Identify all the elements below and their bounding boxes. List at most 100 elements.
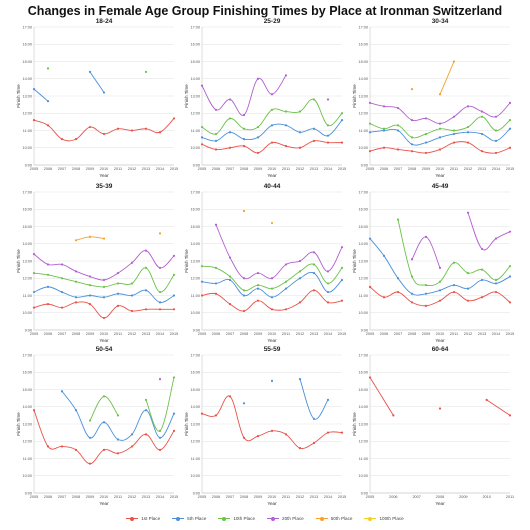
- data-point: [312, 417, 316, 420]
- y-tick-label: 12:00: [190, 112, 200, 116]
- x-tick-label: 2006: [380, 332, 388, 336]
- data-point: [480, 296, 484, 299]
- x-axis-label: Year: [99, 338, 109, 343]
- data-point: [494, 237, 498, 240]
- series-line: [411, 236, 441, 269]
- data-point: [46, 67, 50, 70]
- data-point: [424, 292, 428, 295]
- x-tick-label: 2011: [114, 495, 122, 499]
- data-point: [382, 146, 386, 149]
- legend-dot: [130, 516, 135, 521]
- x-tick-label: 2012: [296, 332, 304, 336]
- y-tick-label: 9:00: [25, 491, 32, 495]
- series-50th-place: [242, 209, 274, 225]
- series-1st-place: [368, 285, 512, 307]
- x-tick-label: 2009: [254, 332, 262, 336]
- x-tick-label: 2012: [128, 332, 136, 336]
- x-tick-label: 2006: [44, 332, 52, 336]
- x-tick-label: 2009: [86, 495, 94, 499]
- data-point: [158, 378, 162, 381]
- y-tick-label: 16:00: [358, 43, 368, 47]
- x-axis-label: Year: [267, 338, 277, 343]
- legend-swatch: [126, 516, 139, 521]
- y-tick-label: 15:00: [22, 225, 32, 229]
- legend-item: 50th Place: [315, 516, 352, 521]
- x-tick-label: 2012: [296, 495, 304, 499]
- y-tick-label: 16:00: [22, 208, 32, 212]
- data-point: [158, 301, 162, 304]
- legend-label: 1st Place: [141, 516, 161, 521]
- data-point: [326, 98, 330, 101]
- x-tick-label: 2011: [450, 332, 458, 336]
- data-point: [326, 282, 330, 285]
- x-tick-label: 2011: [450, 167, 458, 171]
- series-20th-place: [32, 249, 176, 282]
- y-tick-label: 14:00: [22, 405, 32, 409]
- y-tick-label: 14:00: [358, 405, 368, 409]
- data-point: [172, 117, 176, 120]
- panel-55-59: 55-59 9:00 10:00 11:00 12:00 13:00 14:00 15:00 1…: [184, 346, 346, 506]
- data-point: [298, 277, 302, 280]
- series-line: [467, 212, 511, 251]
- x-axis-label: Year: [435, 501, 445, 506]
- data-point: [116, 414, 120, 417]
- y-tick-label: 17:00: [22, 25, 32, 29]
- y-tick-label: 10:00: [358, 311, 368, 315]
- series-line: [201, 395, 343, 449]
- data-point: [60, 290, 64, 294]
- y-tick-label: 14:00: [22, 77, 32, 81]
- data-point: [214, 414, 218, 417]
- data-point: [88, 303, 92, 306]
- y-tick-label: 13:00: [190, 94, 200, 98]
- legend-swatch: [315, 516, 328, 521]
- panel-18-24: 18-24 9:00 10:00 11:00 12:00 13:00 14:00 15:00 1…: [16, 18, 178, 178]
- data-point: [452, 115, 456, 118]
- y-tick-label: 9:00: [361, 491, 368, 495]
- data-point: [242, 209, 246, 213]
- series-line: [33, 250, 175, 281]
- series-10th-place: [88, 376, 176, 432]
- x-tick-label: 2014: [324, 167, 332, 171]
- data-point: [102, 285, 106, 288]
- data-point: [242, 309, 246, 313]
- legend-dot: [319, 516, 324, 521]
- data-point: [242, 127, 246, 130]
- data-point: [284, 124, 288, 127]
- data-point: [102, 237, 106, 240]
- data-point: [242, 289, 246, 292]
- legend-item: 20th Place: [267, 516, 304, 521]
- y-tick-label: 15:00: [22, 60, 32, 64]
- x-tick-label: 2006: [389, 495, 397, 499]
- data-point: [102, 421, 106, 424]
- data-point: [382, 127, 386, 130]
- data-point: [298, 146, 302, 149]
- series-line: [299, 379, 329, 420]
- x-tick-label: 2009: [254, 495, 262, 499]
- data-point: [368, 101, 372, 104]
- series-line: [215, 224, 343, 280]
- y-tick-label: 15:00: [190, 225, 200, 229]
- data-point: [88, 125, 92, 129]
- data-point: [298, 447, 302, 450]
- data-point: [326, 431, 330, 434]
- y-tick-label: 13:00: [358, 94, 368, 98]
- data-point: [46, 100, 50, 103]
- data-point: [172, 308, 176, 311]
- data-point: [256, 271, 260, 275]
- x-tick-label: 2011: [114, 167, 122, 171]
- data-point: [46, 273, 50, 276]
- x-tick-label: 2008: [72, 495, 80, 499]
- legend-label: 10th Place: [233, 516, 256, 521]
- data-point: [340, 141, 344, 144]
- data-point: [382, 129, 386, 132]
- y-tick-label: 13:00: [22, 259, 32, 263]
- data-point: [438, 122, 442, 125]
- x-tick-label: 2006: [44, 167, 52, 171]
- data-point: [438, 127, 442, 130]
- data-point: [480, 110, 484, 113]
- data-point: [46, 124, 50, 127]
- x-tick-label: 2008: [72, 332, 80, 336]
- data-point: [480, 278, 484, 282]
- x-tick-label: 2013: [478, 167, 486, 171]
